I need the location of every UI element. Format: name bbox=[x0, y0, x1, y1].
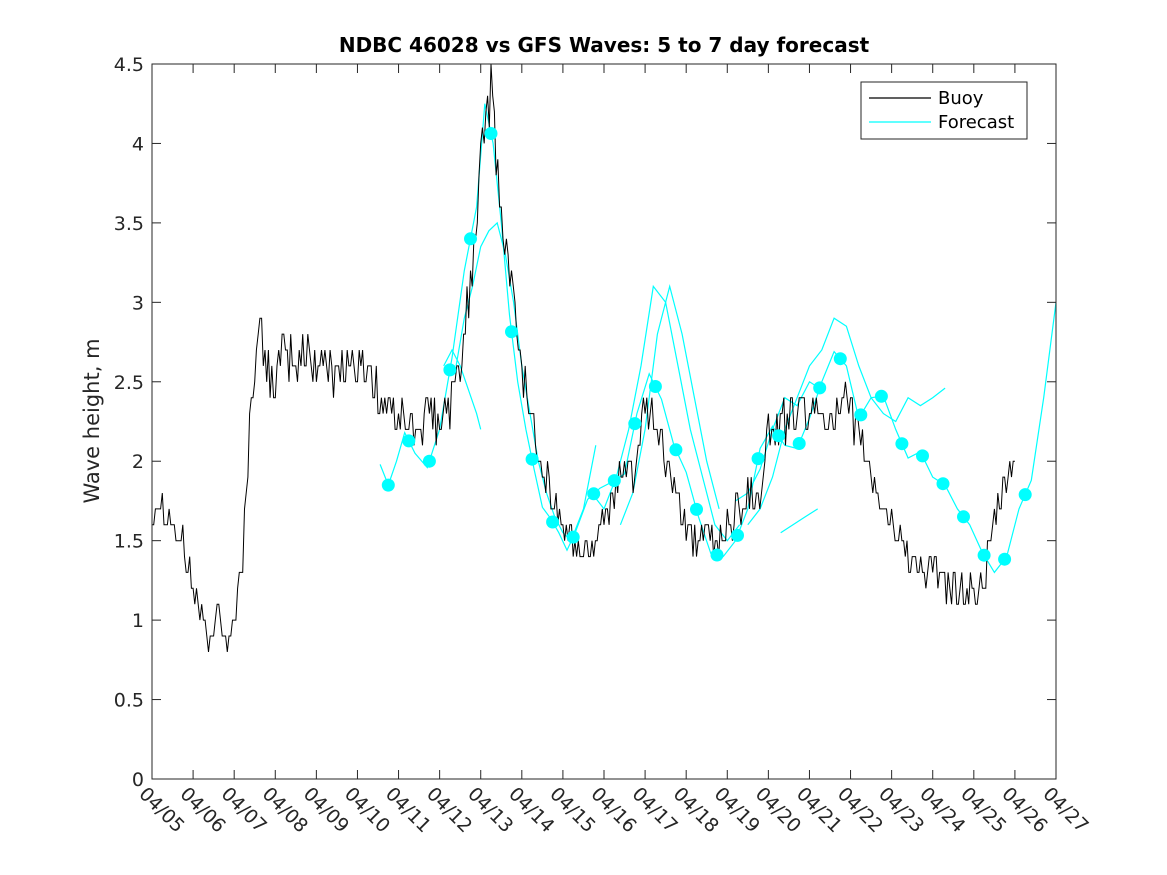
forecast-marker bbox=[381, 478, 395, 492]
forecast-marker bbox=[710, 548, 724, 562]
y-tick-label: 0 bbox=[132, 769, 144, 791]
forecast-series-8 bbox=[780, 508, 819, 534]
forecast-marker bbox=[751, 452, 765, 466]
forecast-marker bbox=[998, 552, 1012, 566]
forecast-marker bbox=[402, 434, 416, 448]
forecast-marker bbox=[648, 380, 662, 393]
y-tick-label: 4.5 bbox=[114, 54, 144, 76]
forecast-marker bbox=[690, 502, 703, 516]
forecast-marker bbox=[957, 510, 970, 524]
y-tick-label: 1.5 bbox=[114, 531, 144, 553]
forecast-series-3 bbox=[443, 348, 482, 430]
y-tick-label: 3 bbox=[132, 292, 144, 314]
forecast-marker bbox=[464, 232, 477, 246]
forecast-marker bbox=[854, 408, 868, 422]
forecast-marker bbox=[484, 127, 498, 140]
forecast-marker bbox=[731, 528, 744, 542]
forecast-marker bbox=[628, 417, 642, 431]
forecast-marker bbox=[422, 454, 436, 468]
forecast-marker bbox=[1018, 488, 1032, 502]
forecast-marker bbox=[669, 443, 683, 457]
forecast-marker bbox=[936, 477, 950, 491]
forecast-series-6 bbox=[747, 317, 946, 526]
forecast-marker bbox=[546, 515, 560, 529]
forecast-marker bbox=[833, 352, 847, 366]
legend-label-1: Buoy bbox=[938, 88, 984, 109]
forecast-marker bbox=[792, 437, 806, 450]
legend-box bbox=[860, 81, 1028, 140]
forecast-marker bbox=[505, 325, 518, 339]
buoy-series bbox=[152, 64, 1015, 652]
forecast-series-7 bbox=[735, 380, 823, 502]
forecast-marker bbox=[587, 487, 601, 501]
forecast-marker bbox=[772, 429, 786, 443]
forecast-marker bbox=[895, 437, 909, 451]
y-tick-label: 4 bbox=[132, 133, 144, 155]
forecast-marker bbox=[607, 474, 621, 488]
forecast-marker bbox=[874, 389, 888, 403]
y-tick-label: 3.5 bbox=[114, 213, 144, 235]
chart-title: NDBC 46028 vs GFS Waves: 5 to 7 day fore… bbox=[339, 33, 870, 57]
plot-area bbox=[152, 64, 1056, 652]
forecast-series-1 bbox=[379, 103, 1056, 574]
forecast-marker bbox=[443, 363, 457, 377]
forecast-marker bbox=[566, 530, 580, 544]
forecast-marker bbox=[525, 452, 539, 466]
forecast-marker bbox=[813, 381, 827, 395]
y-tick-label: 2 bbox=[132, 451, 144, 473]
legend-label-2: Forecast bbox=[938, 112, 1014, 133]
forecast-marker bbox=[916, 449, 929, 463]
forecast-marker bbox=[977, 548, 991, 562]
y-axis-label: Wave height, m bbox=[80, 338, 104, 503]
y-tick-label: 0.5 bbox=[114, 690, 144, 712]
forecast-series-5 bbox=[619, 284, 720, 526]
y-tick-label: 2.5 bbox=[114, 372, 144, 394]
y-tick-label: 1 bbox=[132, 610, 144, 632]
legend: Buoy Forecast bbox=[860, 81, 1028, 140]
